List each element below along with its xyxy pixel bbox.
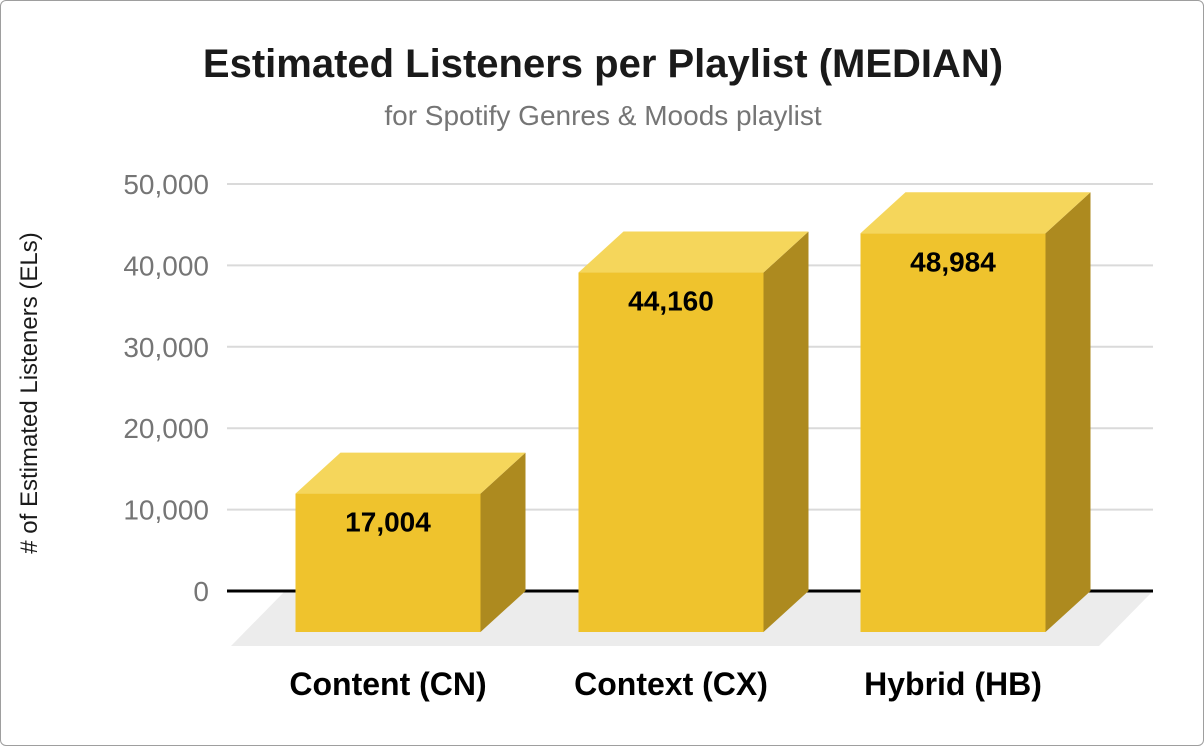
bar-top-face [860, 192, 1091, 234]
x-category-label: Content (CN) [289, 666, 486, 702]
bar-value-label: 44,160 [628, 286, 714, 317]
bar-front-face [860, 233, 1046, 632]
bar-top-face [295, 452, 526, 494]
y-tick-label: 50,000 [123, 169, 209, 200]
bar-side-face [480, 452, 526, 632]
bar-front-face [295, 493, 481, 632]
y-tick-label: 10,000 [123, 495, 209, 526]
bar-group: 17,004 [295, 452, 526, 632]
y-tick-label: 20,000 [123, 413, 209, 444]
y-tick-label: 0 [193, 576, 209, 607]
bar-front-face [578, 272, 764, 632]
y-tick-label: 40,000 [123, 250, 209, 281]
bar-side-face [1045, 192, 1091, 632]
x-category-labels-group: Content (CN) Context (CX) Hybrid (HB) [289, 666, 1042, 702]
y-tick-label: 30,000 [123, 332, 209, 363]
bars-group: 17,004 44,160 48,984 [295, 192, 1091, 632]
x-category-label: Context (CX) [574, 666, 768, 702]
bar-side-face [763, 231, 809, 632]
chart-subtitle: for Spotify Genres & Moods playlist [384, 100, 822, 131]
bar-top-face [578, 231, 809, 273]
y-tick-labels-group: 0 10,000 20,000 30,000 40,000 50,000 [123, 169, 209, 607]
bar-value-label: 48,984 [910, 246, 996, 277]
chart-title: Estimated Listeners per Playlist (MEDIAN… [203, 42, 1003, 86]
y-axis-title: # of Estimated Listeners (ELs) [16, 232, 43, 553]
bar-group: 44,160 [578, 231, 809, 632]
bar-value-label: 17,004 [345, 507, 431, 538]
bar-group: 48,984 [860, 192, 1091, 632]
x-category-label: Hybrid (HB) [864, 666, 1042, 702]
